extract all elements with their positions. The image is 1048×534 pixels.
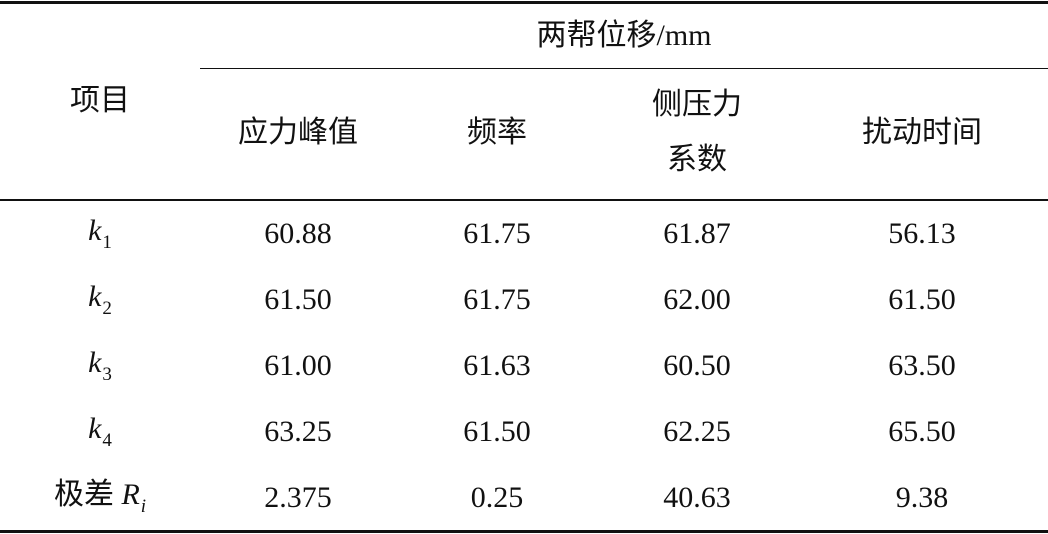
cell-value: 61.00 (264, 349, 332, 382)
cell-value: 62.00 (663, 283, 731, 316)
column-header: 系数 (667, 143, 727, 176)
cell-value: 62.25 (663, 415, 731, 448)
label-symbol: k (88, 214, 102, 247)
cell-value: 9.38 (895, 481, 949, 514)
label-subscript: 2 (102, 298, 112, 319)
cell-value: 61.63 (463, 349, 531, 382)
label-subscript: 4 (102, 430, 112, 451)
label-subscript: i (140, 496, 147, 517)
group-rule (200, 68, 1048, 69)
cell-value: 65.50 (888, 415, 956, 448)
cell-value: 61.50 (463, 415, 531, 448)
label-prefix: 极差 (53, 478, 114, 511)
label-subscript: 3 (102, 364, 112, 385)
label-subscript: 1 (102, 232, 112, 253)
cell-value: 61.75 (463, 217, 531, 250)
cell-value: 60.88 (264, 217, 332, 250)
group-header: 两帮位移/mm (536, 19, 712, 52)
row-label: k4 (88, 412, 112, 451)
row-label: k3 (88, 346, 112, 385)
cell-value: 0.25 (470, 481, 524, 514)
cell-value: 63.25 (264, 415, 332, 448)
column-header: 侧压力 (652, 88, 742, 121)
header-rule (0, 199, 1048, 201)
cell-value: 61.87 (663, 217, 731, 250)
label-symbol: k (88, 346, 102, 379)
cell-value: 61.50 (264, 283, 332, 316)
label-symbol: k (88, 280, 102, 313)
label-symbol: R (121, 478, 140, 511)
column-header: 频率 (467, 116, 527, 149)
cell-value: 60.50 (663, 349, 731, 382)
row-header: 项目 (70, 84, 130, 117)
bottom-rule (0, 530, 1048, 533)
cell-value: 63.50 (888, 349, 956, 382)
label-symbol: k (88, 412, 102, 445)
column-header: 扰动时间 (862, 116, 982, 149)
cell-value: 56.13 (888, 217, 956, 250)
cell-value: 61.75 (463, 283, 531, 316)
cell-value: 2.375 (264, 481, 332, 514)
row-label: k1 (88, 214, 112, 253)
row-label: k2 (88, 280, 112, 319)
column-header: 应力峰值 (238, 116, 358, 149)
cell-value: 40.63 (663, 481, 731, 514)
row-label: 极差 Ri (53, 478, 147, 517)
top-rule (0, 1, 1048, 4)
cell-value: 61.50 (888, 283, 956, 316)
